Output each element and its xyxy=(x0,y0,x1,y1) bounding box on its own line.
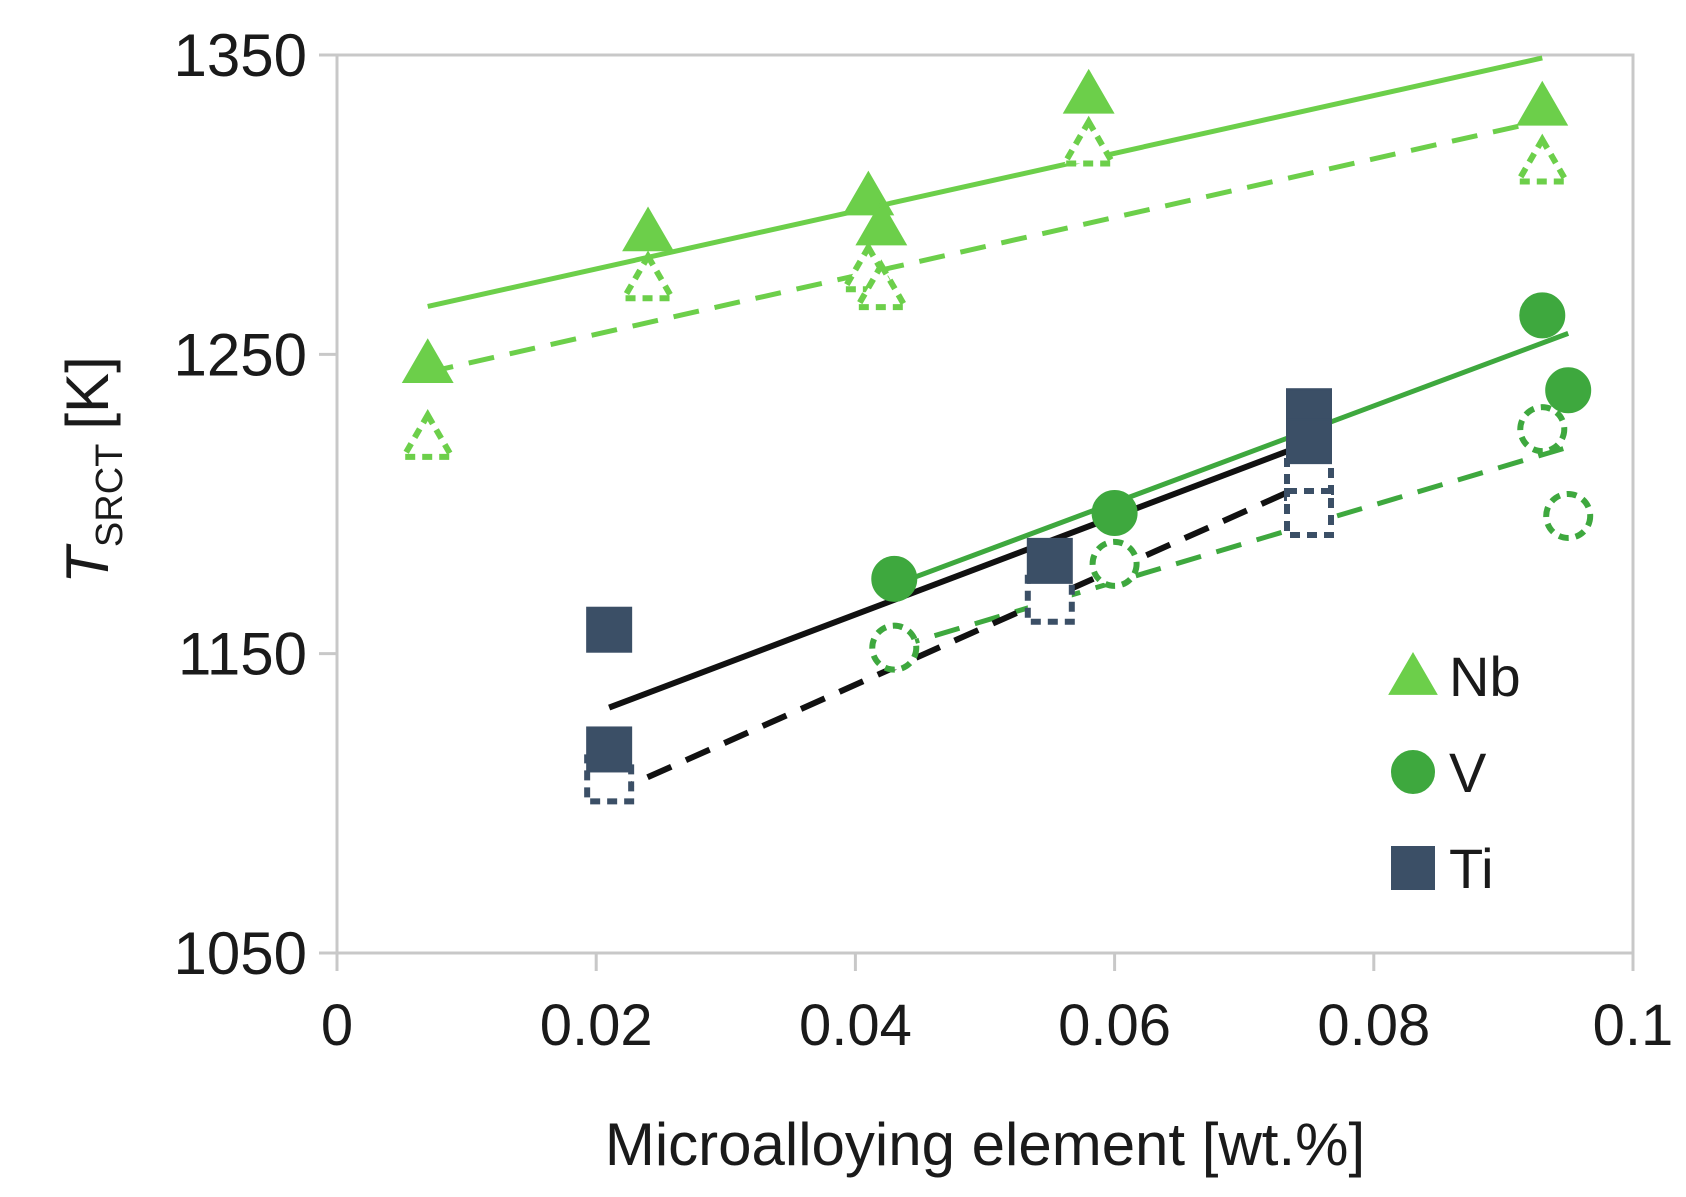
x-tick-label: 0.06 xyxy=(1058,993,1171,1058)
legend-nb-label: Nb xyxy=(1449,645,1521,708)
ti-filled-square-marker xyxy=(1026,537,1073,584)
x-axis-ticks: 0 0.02 0.04 0.06 0.08 0.1 xyxy=(321,953,1673,1058)
legend-v-label: V xyxy=(1449,741,1487,804)
nb-trendline-dashed xyxy=(427,118,1543,375)
y-axis-ticks: 1050 1150 1250 1350 xyxy=(174,22,337,987)
v-open-circle-marker xyxy=(1089,538,1140,589)
v-filled-circle-marker xyxy=(1545,367,1592,414)
v-open-circle-marker xyxy=(869,622,920,673)
y-tick-label: 1150 xyxy=(178,621,307,688)
svg-text:TSRCT[K]: TSRCT [K] xyxy=(54,356,131,583)
nb-filled-triangle-marker xyxy=(1062,68,1115,114)
x-tick-label: 0 xyxy=(321,993,353,1058)
plot-border xyxy=(335,53,1635,955)
ti-filled-square-marker xyxy=(586,606,633,653)
x-tick-label: 0.1 xyxy=(1593,993,1674,1058)
ti-trendline-solid xyxy=(608,435,1324,711)
v-filled-circle-marker xyxy=(1519,292,1566,339)
legend-v-marker xyxy=(1391,750,1435,794)
nb-open-triangle-marker xyxy=(851,259,911,311)
trendlines xyxy=(427,55,1570,798)
v-filled-circle-marker xyxy=(1091,489,1138,536)
nb-trendline-solid xyxy=(427,55,1543,309)
nb-filled-triangle-marker xyxy=(1516,80,1569,126)
legend-ti-marker xyxy=(1391,846,1435,890)
v-filled-circle-marker xyxy=(871,555,918,602)
nb-open-triangle-marker xyxy=(1059,115,1119,167)
nb-open-triangle-marker xyxy=(1512,133,1572,185)
ti-filled-square-marker xyxy=(1286,418,1332,465)
y-tick-label: 1050 xyxy=(174,920,307,987)
nb-open-triangle-marker xyxy=(618,250,678,302)
ti-filled-square-marker xyxy=(586,726,633,773)
legend-nb-marker xyxy=(1388,651,1438,695)
y-tick-label: 1250 xyxy=(174,321,307,388)
y-tick-label: 1350 xyxy=(174,22,307,89)
x-tick-label: 0.02 xyxy=(540,993,653,1058)
nb-filled-triangle-marker xyxy=(622,206,674,252)
ti-open-square-marker xyxy=(1024,574,1075,625)
data-markers xyxy=(398,68,1594,805)
legend: Nb V Ti xyxy=(1388,645,1521,900)
x-tick-label: 0.08 xyxy=(1317,993,1430,1058)
x-tick-label: 0.04 xyxy=(799,993,912,1058)
nb-filled-triangle-marker xyxy=(401,338,454,384)
y-axis-title: TSRCT [K] xyxy=(54,356,131,583)
ti-open-square-marker xyxy=(1284,487,1334,538)
y-axis-title-main: T xyxy=(54,543,121,584)
y-axis-title-unit: [K] xyxy=(54,356,121,429)
legend-ti-label: Ti xyxy=(1449,837,1494,900)
v-trendline-solid xyxy=(893,331,1570,588)
v-open-circle-marker xyxy=(1517,404,1568,455)
v-trendline-dashed xyxy=(893,444,1569,651)
y-axis-title-subscript: SRCT xyxy=(89,444,131,547)
nb-open-triangle-marker xyxy=(398,409,458,460)
x-axis-title: Microalloying element [wt.%] xyxy=(605,1111,1365,1178)
ti-trendline-dashed xyxy=(607,474,1324,798)
v-open-circle-marker xyxy=(1543,490,1594,541)
nb-filled-triangle-marker xyxy=(855,200,908,246)
plot-frame xyxy=(335,53,1635,955)
